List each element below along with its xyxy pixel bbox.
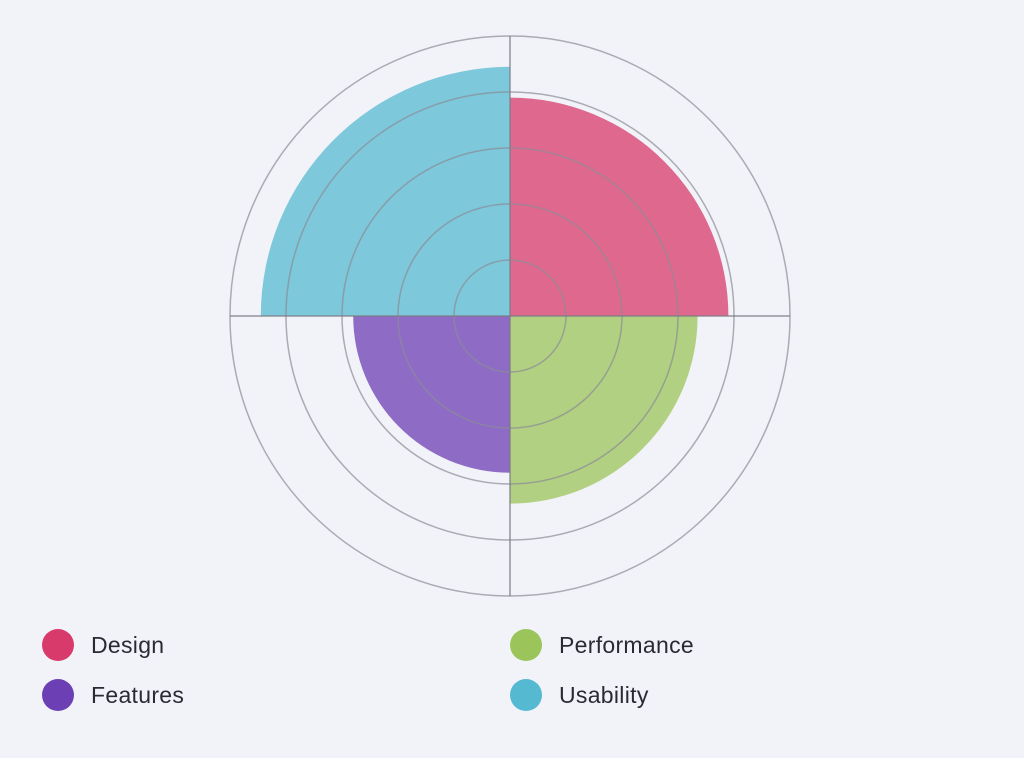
legend-item-features[interactable]: Features <box>42 678 510 712</box>
legend-label-performance: Performance <box>559 631 694 658</box>
legend-item-usability[interactable]: Usability <box>510 678 978 712</box>
legend-item-design[interactable]: Design <box>42 628 510 662</box>
segment-features[interactable] <box>353 316 510 473</box>
legend-label-usability: Usability <box>559 681 649 708</box>
legend-swatch-usability <box>510 679 542 711</box>
legend-label-design: Design <box>91 631 165 658</box>
chart-segments <box>260 66 729 504</box>
legend-swatch-design <box>42 629 74 661</box>
segment-performance[interactable] <box>510 316 698 504</box>
chart-grid <box>229 35 791 597</box>
segment-design[interactable] <box>510 97 729 316</box>
legend-swatch-features <box>42 679 74 711</box>
legend-label-features: Features <box>91 681 185 708</box>
legend-swatch-performance <box>510 629 542 661</box>
legend-item-performance[interactable]: Performance <box>510 628 978 662</box>
segment-usability[interactable] <box>260 66 510 316</box>
polar-area-chart <box>229 35 791 597</box>
chart-legend: Design Performance Features Usability <box>42 628 982 728</box>
